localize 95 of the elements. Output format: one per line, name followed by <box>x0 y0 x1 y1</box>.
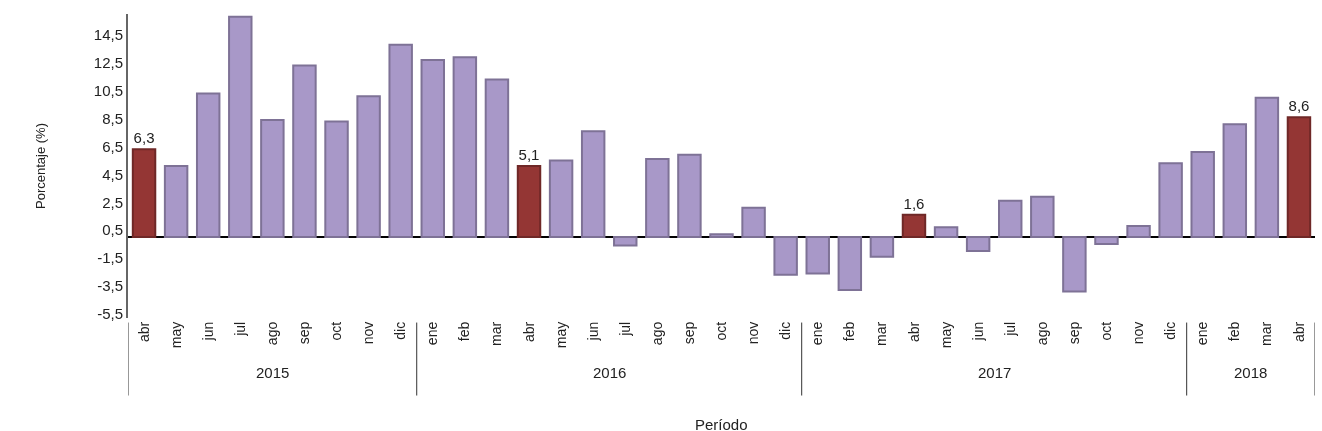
bar <box>645 158 670 239</box>
x-tick-label: ene <box>1194 321 1211 346</box>
x-tick-label: dic <box>392 321 409 340</box>
data-label: 5,1 <box>518 146 540 163</box>
x-tick-label: jul <box>231 321 248 337</box>
bar <box>1062 236 1087 293</box>
x-tick-label: abr <box>135 321 152 343</box>
bar <box>484 78 510 239</box>
x-tick-label: sep <box>296 321 312 345</box>
bar <box>1158 162 1183 239</box>
y-tick-label: 10,5 <box>93 81 123 99</box>
x-tick-label: nov <box>360 321 377 345</box>
bar <box>773 236 798 276</box>
x-tick-label: mar <box>488 321 505 346</box>
bar <box>1286 116 1312 239</box>
x-tick-label: ene <box>809 321 826 346</box>
bar <box>452 56 478 239</box>
bar <box>1030 195 1055 239</box>
x-tick-label: dic <box>777 321 794 340</box>
bar <box>1126 224 1151 239</box>
x-tick-label: may <box>552 321 569 349</box>
x-tick-label: ago <box>1033 321 1050 346</box>
bar <box>1254 96 1280 239</box>
bar <box>837 236 863 292</box>
y-tick-label: -5,5 <box>97 305 123 323</box>
x-tick-label: abr <box>905 321 922 343</box>
x-tick-label: feb <box>456 321 473 342</box>
x-tick-label: dic <box>1162 321 1179 340</box>
x-tick-label: ago <box>648 321 665 346</box>
y-tick-label: 8,5 <box>102 109 123 127</box>
bar <box>1190 151 1215 239</box>
x-tick-label: jun <box>199 321 216 342</box>
x-tick-label: feb <box>1226 321 1243 342</box>
bar <box>228 15 253 239</box>
x-tick-label: nov <box>745 321 762 345</box>
bar <box>1222 123 1248 239</box>
bar <box>195 92 221 239</box>
x-tick-label: feb <box>841 321 858 342</box>
x-tick-label: jun <box>584 321 601 342</box>
x-tick-label: mar <box>1258 321 1275 346</box>
data-label: 1,6 <box>903 194 925 212</box>
data-label: 6,3 <box>133 129 155 147</box>
bar <box>741 206 766 239</box>
y-tick-label: 6,5 <box>102 137 123 155</box>
x-tick-label: oct <box>713 321 730 341</box>
text: 2015 <box>256 364 290 381</box>
y-tick-label: 2,5 <box>102 193 123 211</box>
x-tick-label: mar <box>873 321 890 346</box>
x-tick-label: jul <box>616 321 633 337</box>
bar <box>388 43 413 239</box>
bar <box>965 236 991 253</box>
x-tick-label: may <box>937 321 954 349</box>
bar <box>677 153 702 239</box>
x-tick-label: oct <box>1098 321 1115 341</box>
bar <box>869 236 895 258</box>
bar <box>131 148 157 239</box>
x-tick-label: abr <box>520 321 537 343</box>
x-tick-label: may <box>167 321 184 349</box>
bar <box>420 59 445 239</box>
text: 2017 <box>978 364 1012 381</box>
y-tick-label: 4,5 <box>102 165 123 183</box>
bar <box>613 236 638 247</box>
x-tick-label: jun <box>969 321 986 342</box>
y-tick-label: 12,5 <box>93 54 123 72</box>
text: 2018 <box>1234 364 1268 381</box>
data-label: 8,6 <box>1288 97 1310 115</box>
bar <box>933 226 959 239</box>
bar <box>292 64 317 239</box>
bar <box>1094 236 1119 246</box>
y-tick-label: -1,5 <box>97 249 123 267</box>
bar <box>516 165 542 239</box>
y-tick-label: -3,5 <box>97 277 123 295</box>
x-tick-label: oct <box>328 321 345 341</box>
x-axis-title: Período <box>695 416 748 431</box>
bar <box>260 118 285 239</box>
bar <box>901 213 927 239</box>
bar <box>324 120 349 239</box>
x-tick-label: nov <box>1130 321 1147 345</box>
bar <box>805 236 830 275</box>
x-tick-label: ene <box>424 321 441 346</box>
bar <box>163 165 189 239</box>
bar <box>998 199 1023 239</box>
bar <box>709 233 734 239</box>
bar <box>548 159 574 239</box>
x-tick-label: sep <box>680 321 697 345</box>
x-tick-label: jul <box>1001 321 1018 337</box>
y-tick-label: 0,5 <box>102 221 123 239</box>
bar <box>580 130 606 239</box>
y-tick-label: 14,5 <box>93 26 123 44</box>
x-tick-label: ago <box>263 321 280 346</box>
bar <box>356 95 381 239</box>
x-tick-label: abr <box>1290 321 1307 343</box>
y-axis-title: Porcentaje (%) <box>33 123 49 209</box>
text: 2016 <box>593 364 627 381</box>
x-tick-label: sep <box>1065 321 1082 345</box>
